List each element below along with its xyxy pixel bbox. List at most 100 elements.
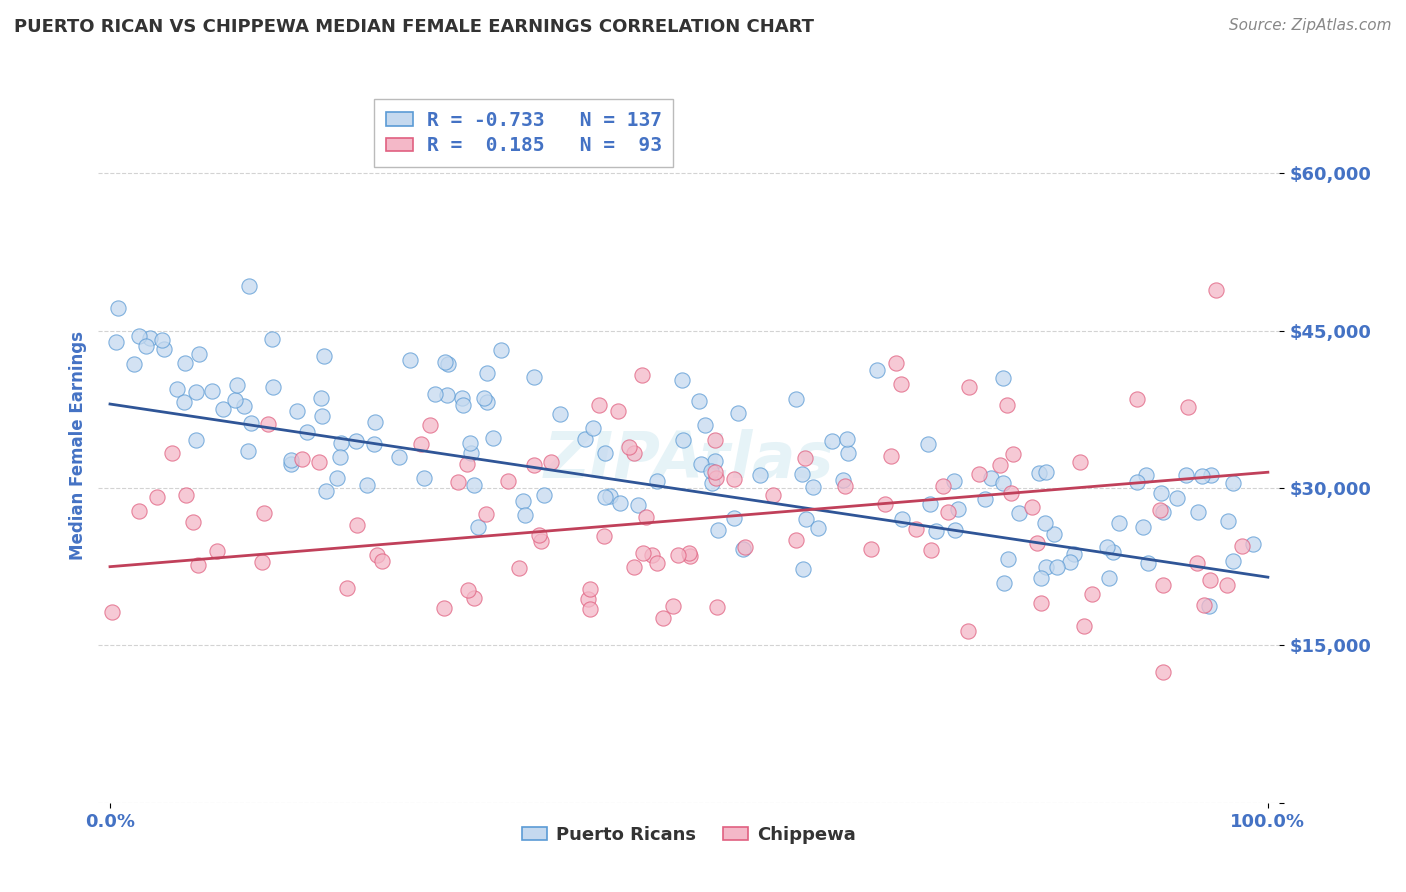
Puerto Ricans — [1033, 516, 1056, 530]
Chippewa — [257, 417, 280, 431]
Chippewa — [623, 446, 645, 460]
Puerto Ricans — [356, 478, 378, 492]
Puerto Ricans — [233, 399, 256, 413]
Puerto Ricans — [548, 407, 571, 421]
Puerto Ricans — [128, 329, 150, 343]
Puerto Ricans — [1136, 556, 1159, 570]
Chippewa — [723, 472, 745, 486]
Chippewa — [146, 490, 169, 504]
Puerto Ricans — [690, 458, 713, 472]
Puerto Ricans — [458, 436, 481, 450]
Puerto Ricans — [150, 333, 173, 347]
Chippewa — [496, 475, 519, 489]
Chippewa — [419, 418, 441, 433]
Puerto Ricans — [475, 395, 498, 409]
Chippewa — [527, 528, 550, 542]
Chippewa — [678, 546, 700, 560]
Puerto Ricans — [434, 355, 457, 369]
Chippewa — [1081, 587, 1104, 601]
Chippewa — [995, 398, 1018, 412]
Puerto Ricans — [425, 386, 447, 401]
Puerto Ricans — [1191, 468, 1213, 483]
Chippewa — [1199, 573, 1222, 587]
Chippewa — [704, 433, 727, 447]
Puerto Ricans — [723, 511, 745, 525]
Puerto Ricans — [574, 432, 596, 446]
Chippewa — [1149, 503, 1171, 517]
Puerto Ricans — [609, 496, 631, 510]
Puerto Ricans — [107, 301, 129, 315]
Chippewa — [890, 377, 912, 392]
Puerto Ricans — [285, 404, 308, 418]
Puerto Ricans — [832, 473, 855, 487]
Text: Source: ZipAtlas.com: Source: ZipAtlas.com — [1229, 18, 1392, 33]
Puerto Ricans — [460, 446, 482, 460]
Chippewa — [617, 440, 640, 454]
Puerto Ricans — [309, 391, 332, 405]
Puerto Ricans — [1043, 527, 1066, 541]
Puerto Ricans — [238, 278, 260, 293]
Chippewa — [640, 548, 662, 562]
Puerto Ricans — [593, 490, 616, 504]
Puerto Ricans — [925, 524, 948, 538]
Puerto Ricans — [1035, 559, 1057, 574]
Puerto Ricans — [186, 434, 208, 448]
Puerto Ricans — [837, 446, 859, 460]
Puerto Ricans — [731, 541, 754, 556]
Puerto Ricans — [727, 406, 749, 420]
Puerto Ricans — [135, 339, 157, 353]
Puerto Ricans — [224, 393, 246, 408]
Chippewa — [447, 475, 470, 490]
Puerto Ricans — [482, 431, 505, 445]
Chippewa — [886, 356, 908, 370]
Puerto Ricans — [330, 435, 353, 450]
Puerto Ricans — [152, 342, 174, 356]
Chippewa — [1216, 578, 1239, 592]
Puerto Ricans — [1029, 571, 1052, 585]
Puerto Ricans — [326, 471, 349, 485]
Chippewa — [651, 611, 673, 625]
Puerto Ricans — [688, 394, 710, 409]
Chippewa — [409, 437, 432, 451]
Chippewa — [636, 509, 658, 524]
Puerto Ricans — [1098, 571, 1121, 585]
Chippewa — [176, 488, 198, 502]
Chippewa — [645, 557, 668, 571]
Chippewa — [1187, 556, 1209, 570]
Chippewa — [988, 458, 1011, 472]
Chippewa — [308, 455, 330, 469]
Chippewa — [508, 561, 530, 575]
Chippewa — [457, 582, 479, 597]
Chippewa — [576, 591, 599, 606]
Chippewa — [456, 457, 478, 471]
Puerto Ricans — [997, 551, 1019, 566]
Chippewa — [834, 479, 856, 493]
Puerto Ricans — [627, 499, 650, 513]
Puerto Ricans — [991, 476, 1014, 491]
Chippewa — [366, 548, 388, 562]
Puerto Ricans — [704, 454, 727, 468]
Chippewa — [588, 398, 610, 412]
Puerto Ricans — [582, 420, 605, 434]
Puerto Ricans — [866, 362, 889, 376]
Chippewa — [463, 591, 485, 605]
Puerto Ricans — [980, 470, 1002, 484]
Chippewa — [183, 515, 205, 529]
Chippewa — [1126, 392, 1149, 407]
Chippewa — [920, 543, 942, 558]
Puerto Ricans — [413, 471, 436, 485]
Text: ZIPAtlas: ZIPAtlas — [544, 429, 834, 491]
Chippewa — [785, 533, 807, 547]
Puerto Ricans — [1241, 537, 1264, 551]
Puerto Ricans — [1187, 505, 1209, 519]
Chippewa — [880, 449, 903, 463]
Puerto Ricans — [807, 521, 830, 535]
Puerto Ricans — [1108, 516, 1130, 530]
Chippewa — [523, 458, 546, 473]
Chippewa — [967, 467, 990, 481]
Puerto Ricans — [262, 380, 284, 394]
Chippewa — [630, 368, 652, 382]
Chippewa — [205, 543, 228, 558]
Chippewa — [606, 404, 628, 418]
Puerto Ricans — [792, 562, 814, 576]
